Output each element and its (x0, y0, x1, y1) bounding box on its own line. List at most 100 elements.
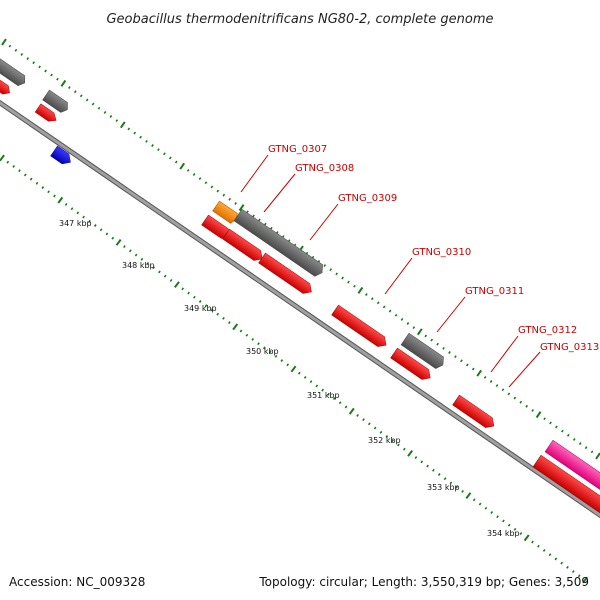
ruler-major-tick (238, 204, 245, 212)
ruler-minor-tick (23, 173, 27, 177)
ruler-major-tick (179, 162, 186, 170)
gene-gtng-0309[interactable] (222, 228, 266, 264)
genes (0, 52, 600, 521)
ruler-minor-tick (44, 69, 47, 73)
ruler-major-tick (60, 79, 67, 87)
kbp-label: 349 kbp (184, 304, 217, 313)
ruler-minor-tick (537, 544, 540, 548)
ruler-minor-tick (105, 232, 109, 236)
accession-text: Accession: NC_009328 (9, 575, 145, 589)
gene-gray[interactable] (42, 89, 71, 115)
ruler-minor-tick (436, 342, 439, 346)
ruler-minor-tick (181, 287, 185, 291)
ruler-minor-tick (297, 371, 301, 375)
ruler-minor-tick (309, 380, 313, 384)
ruler-minor-tick (590, 450, 594, 454)
gene-gtng-0307[interactable] (212, 200, 240, 224)
ruler-minor-tick (483, 375, 487, 379)
ruler-minor-tick (274, 354, 278, 358)
ruler-major-tick (119, 121, 126, 129)
ruler-minor-tick (424, 334, 428, 338)
genome-title: Geobacillus thermodenitrificans NG80-2, … (106, 12, 493, 27)
gene-red[interactable] (34, 103, 59, 125)
ruler-minor-tick (29, 177, 33, 181)
ruler-minor-tick (356, 413, 359, 417)
ruler-minor-tick (442, 346, 445, 350)
ruler-minor-tick (251, 338, 255, 341)
ruler-minor-tick (391, 439, 394, 443)
ruler-minor-tick (460, 359, 463, 363)
ruler-major-tick (174, 281, 180, 288)
ruler-major-tick (348, 407, 355, 415)
ruler-major-tick (115, 239, 122, 246)
gene-label-gtng-0309[interactable]: GTNG_0309 (338, 193, 397, 204)
ruler-minor-tick (315, 384, 319, 388)
gene-label-gtng-0307[interactable]: GTNG_0307 (268, 144, 327, 155)
ruler-minor-tick (168, 156, 172, 160)
gene-red[interactable] (0, 74, 12, 96)
gene-label-gtng-0312[interactable]: GTNG_0312 (518, 325, 577, 336)
ruler-minor-tick (151, 144, 154, 147)
ruler-minor-tick (140, 257, 144, 261)
gene-label-gtng-0311[interactable]: GTNG_0311 (465, 286, 524, 297)
ruler-minor-tick (501, 388, 505, 392)
ruler-minor-tick (554, 557, 558, 561)
ruler-minor-tick (85, 98, 89, 102)
ruler-minor-tick (32, 61, 36, 65)
ruler-minor-tick (115, 119, 119, 123)
ruler-minor-tick (20, 52, 24, 56)
ruler-minor-tick (323, 264, 327, 267)
gene-blue[interactable] (50, 145, 74, 167)
ruler-minor-tick (455, 485, 459, 489)
ruler-minor-tick (397, 443, 400, 447)
ruler-minor-tick (385, 435, 389, 438)
ruler-minor-tick (145, 139, 148, 143)
ruler-minor-tick (163, 274, 167, 278)
ruler-minor-tick (329, 268, 333, 272)
ruler-minor-tick (8, 44, 12, 48)
gene-label-gtng-0308[interactable]: GTNG_0308 (295, 163, 354, 174)
kbp-labels: 347 kbp 348 kbp 349 kbp 350 kbp 351 kbp … (59, 219, 520, 538)
gene-label-gtng-0313[interactable]: GTNG_0313 (540, 342, 599, 353)
ruler-minor-tick (50, 73, 53, 77)
ruler-minor-tick (152, 266, 155, 270)
ruler-minor-tick (548, 553, 552, 557)
ruler-minor-tick (406, 322, 410, 325)
inner-ruler (0, 154, 588, 584)
ruler-major-tick (407, 450, 414, 457)
gene-label-gtng-0310[interactable]: GTNG_0310 (412, 247, 471, 258)
ruler-minor-tick (430, 338, 434, 342)
ruler-major-tick (476, 369, 483, 377)
ruler-major-tick (290, 365, 297, 373)
gene-gray[interactable] (0, 52, 28, 88)
ruler-minor-tick (204, 304, 208, 308)
ruler-minor-tick (262, 346, 266, 350)
gene-gtng-0310[interactable] (331, 304, 390, 350)
gene-red[interactable] (532, 454, 600, 521)
ruler-minor-tick (228, 197, 232, 201)
gene-gtng-0311[interactable] (400, 332, 447, 371)
ruler-minor-tick (578, 442, 582, 446)
ruler-minor-tick (478, 502, 482, 506)
gene-red[interactable] (258, 252, 315, 297)
gene-red[interactable] (390, 347, 434, 383)
ruler-minor-tick (198, 177, 202, 181)
ruler-minor-tick (47, 190, 50, 194)
ruler-minor-tick (216, 312, 220, 316)
ruler-minor-tick (163, 152, 166, 156)
ruler-minor-tick (437, 473, 441, 476)
ruler-minor-tick (347, 280, 350, 284)
ruler-major-tick (1, 38, 7, 46)
gene-pink[interactable] (544, 439, 600, 506)
ruler-minor-tick (571, 570, 575, 573)
ruler-minor-tick (192, 173, 196, 176)
gene-gtng-0308[interactable] (233, 208, 326, 278)
ruler-minor-tick (53, 194, 56, 198)
gene-gtng-0313[interactable] (452, 394, 498, 431)
ruler-minor-tick (543, 417, 546, 421)
ruler-minor-tick (489, 380, 493, 383)
ruler-minor-tick (402, 447, 406, 451)
ruler-minor-tick (531, 409, 534, 412)
ruler-minor-tick (495, 384, 499, 388)
